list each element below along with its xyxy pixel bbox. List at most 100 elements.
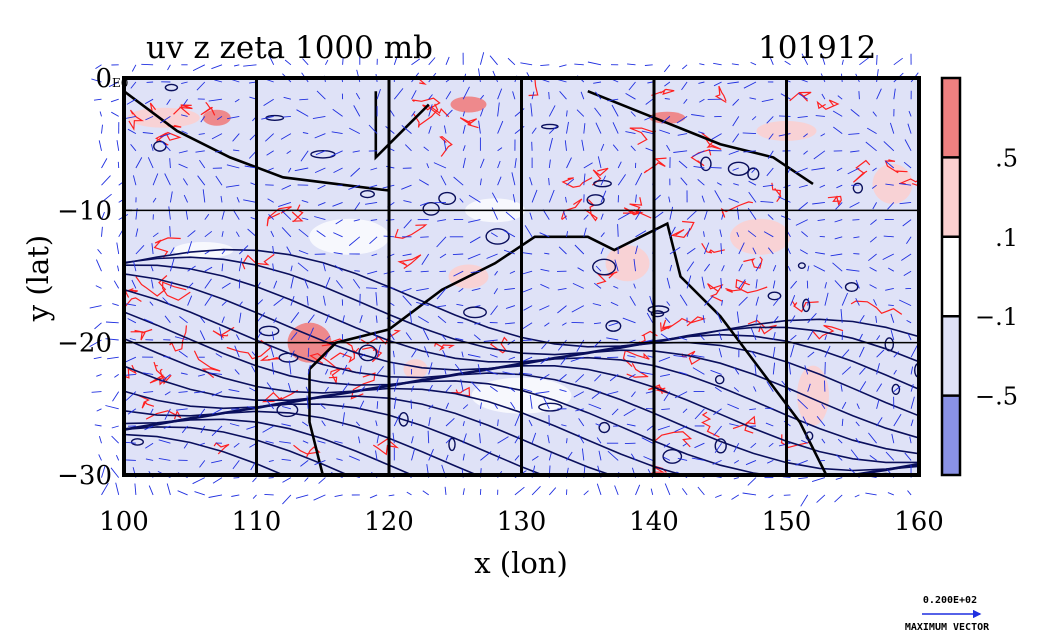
- wind-vector: [824, 317, 828, 323]
- wind-vector: [666, 144, 671, 152]
- wind-vector: [219, 327, 223, 341]
- wind-vectors-layer: [89, 52, 919, 507]
- wind-vector: [778, 442, 791, 447]
- vorticity-contour: [852, 159, 871, 183]
- vorticity-contour: [262, 389, 299, 403]
- wind-vector: [233, 442, 240, 448]
- wind-vector: [627, 355, 636, 358]
- wind-vector: [885, 160, 895, 169]
- wind-vector: [324, 277, 331, 289]
- vorticity-contour: [173, 104, 193, 116]
- wind-vector: [306, 395, 309, 409]
- wind-vector: [143, 391, 154, 394]
- wind-vector: [893, 385, 901, 392]
- wind-vector: [286, 246, 292, 255]
- wind-vector: [847, 167, 860, 175]
- wind-vector: [890, 329, 895, 341]
- wind-vector: [334, 440, 343, 444]
- wind-vector: [371, 253, 378, 257]
- wind-vector: [755, 314, 758, 323]
- vorticity-contour: [596, 271, 618, 285]
- wind-vector: [199, 442, 205, 446]
- wind-vector: [226, 164, 240, 169]
- wind-vector: [273, 317, 277, 324]
- wind-vector: [163, 356, 171, 358]
- wind-vector: [490, 232, 498, 238]
- wind-vector: [664, 483, 671, 496]
- wind-vector: [428, 404, 434, 410]
- wind-vector: [411, 419, 414, 427]
- height-contour: [164, 83, 179, 92]
- wind-vector: [369, 236, 378, 245]
- wind-vector: [348, 236, 361, 246]
- colorbar-segment: [942, 316, 960, 396]
- wind-vector: [698, 81, 705, 84]
- wind-vector: [375, 315, 378, 323]
- wind-vector: [208, 372, 223, 375]
- wind-vector: [548, 452, 552, 461]
- wind-vector: [313, 494, 326, 501]
- wind-vector: [143, 318, 154, 324]
- wind-vector: [282, 115, 291, 118]
- wind-vector: [444, 368, 447, 375]
- wind-vector: [732, 98, 740, 106]
- height-contour: [593, 179, 612, 188]
- wind-vector: [760, 201, 774, 203]
- wind-vector: [635, 245, 638, 255]
- wind-vector: [712, 459, 722, 465]
- height-contour: [463, 306, 487, 319]
- wind-vector: [129, 338, 137, 341]
- wind-vector: [233, 477, 240, 479]
- wind-vector: [523, 305, 533, 311]
- wind-vector: [531, 127, 537, 134]
- wind-vector: [333, 252, 343, 255]
- wind-vector: [832, 262, 843, 272]
- wind-vector: [754, 364, 757, 375]
- wind-vector: [778, 196, 791, 203]
- wind-vector: [699, 334, 705, 341]
- vorticity-contour: [884, 159, 908, 174]
- wind-vector: [910, 396, 915, 409]
- wind-vector: [887, 492, 894, 496]
- height-contour: [700, 156, 712, 172]
- wind-vector: [630, 453, 636, 461]
- wind-vector: [483, 339, 498, 342]
- wind-vector: [411, 58, 421, 66]
- wind-vector: [271, 331, 275, 341]
- wind-vector: [548, 125, 558, 134]
- wind-vector: [314, 133, 326, 139]
- wind-vector: [664, 317, 671, 324]
- wind-vector: [307, 327, 314, 341]
- wind-vector: [176, 408, 188, 411]
- wind-vector: [703, 210, 708, 220]
- wind-vector: [144, 425, 154, 431]
- wind-vector: [799, 249, 808, 255]
- wind-vector: [187, 241, 193, 255]
- wind-vector: [733, 460, 740, 464]
- wind-vector: [416, 287, 429, 292]
- wind-vector: [868, 253, 877, 262]
- wind-vector: [743, 81, 757, 89]
- wind-vector: [115, 482, 120, 496]
- wind-vector: [850, 109, 860, 117]
- wind-vector: [162, 297, 171, 306]
- wind-vector: [314, 216, 326, 221]
- wind-vector: [544, 252, 550, 255]
- wind-vector: [593, 339, 602, 348]
- wind-vector: [738, 263, 743, 272]
- wind-vector: [479, 178, 482, 186]
- wind-vector: [442, 350, 447, 358]
- wind-vector: [273, 280, 278, 289]
- wind-vector: [807, 330, 814, 341]
- wind-vector: [669, 226, 676, 238]
- wind-vector: [666, 277, 671, 289]
- wind-vector: [307, 364, 311, 375]
- height-contour: [662, 449, 683, 464]
- wind-vector: [649, 295, 654, 306]
- wind-vector: [664, 98, 670, 100]
- wind-vector: [497, 176, 502, 186]
- wind-vector: [111, 435, 120, 444]
- wind-vector: [625, 131, 636, 135]
- wind-vector: [268, 459, 274, 463]
- wind-vector: [764, 407, 774, 410]
